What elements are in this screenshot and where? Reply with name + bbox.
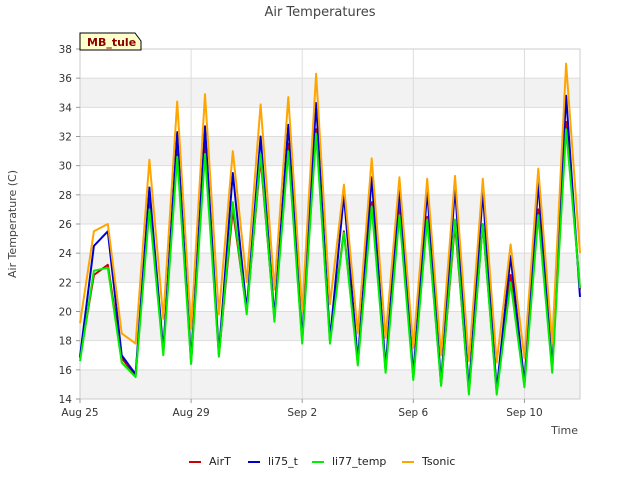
y-tick-label: 26 — [59, 219, 73, 231]
y-tick-label: 24 — [59, 248, 73, 260]
y-tick-label: 30 — [59, 161, 72, 173]
chart-title: Air Temperatures — [264, 5, 375, 20]
y-tick-label: 36 — [59, 73, 73, 85]
legend-label: li77_temp — [332, 455, 386, 468]
x-axis-ticks: Aug 25 Aug 29 Sep 2 Sep 6 Sep 10 — [61, 399, 543, 419]
x-tick-label: Aug 29 — [173, 407, 210, 419]
x-tick-label: Sep 10 — [506, 407, 543, 419]
plot-band — [80, 136, 580, 166]
y-tick-label: 32 — [59, 132, 72, 144]
y-tick-label: 16 — [59, 365, 73, 377]
series-line-li77-temp — [79, 128, 581, 396]
y-tick-label: 22 — [59, 277, 72, 289]
plot-band — [80, 194, 580, 224]
plot-background-bands — [80, 78, 580, 399]
y-tick-label: 38 — [59, 44, 72, 56]
site-label-tag: MB_tule — [79, 32, 142, 51]
series-line-tsonic — [79, 62, 581, 364]
plot-band — [80, 253, 580, 283]
plot-band — [80, 78, 580, 108]
y-tick-label: 14 — [59, 394, 73, 406]
series-lines — [79, 62, 581, 396]
legend-label: li75_t — [268, 455, 299, 468]
x-tick-label: Aug 25 — [61, 407, 98, 419]
y-axis-ticks: 14 16 18 20 22 24 26 28 30 32 34 36 38 — [59, 44, 80, 406]
y-axis-label: Air Temperature (C) — [6, 170, 19, 278]
chart-legend: AirT li75_t li77_temp Tsonic — [189, 455, 455, 468]
legend-label: AirT — [209, 455, 231, 468]
y-tick-label: 20 — [59, 307, 72, 319]
y-tick-label: 34 — [59, 102, 73, 114]
legend-label: Tsonic — [421, 455, 455, 468]
site-label-box — [79, 32, 142, 51]
x-tick-label: Sep 6 — [398, 407, 428, 419]
x-tick-label: Sep 2 — [287, 407, 317, 419]
y-tick-label: 28 — [59, 190, 72, 202]
x-axis-label: Time — [550, 424, 578, 437]
site-label-text: MB_tule — [87, 36, 136, 49]
plot-band — [80, 369, 580, 399]
y-tick-label: 18 — [59, 336, 72, 348]
